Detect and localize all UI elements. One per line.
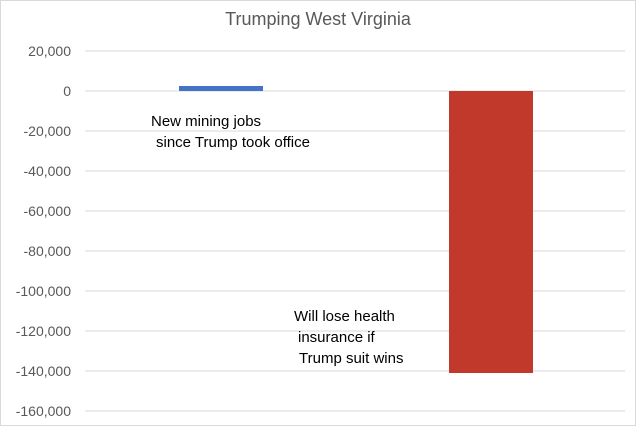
y-tick-label: -160,000 xyxy=(16,403,71,419)
y-tick-label: -100,000 xyxy=(16,283,71,299)
bar xyxy=(449,91,533,373)
y-tick-label: -40,000 xyxy=(24,163,72,179)
y-tick-label: -80,000 xyxy=(24,243,72,259)
annotation-line: New mining jobs xyxy=(151,113,261,130)
bar xyxy=(179,86,263,91)
y-tick-label: 0 xyxy=(63,83,71,99)
y-tick-label: 20,000 xyxy=(28,43,71,59)
chart-title: Trumping West Virginia xyxy=(225,9,411,29)
annotation-line: insurance if xyxy=(298,329,376,346)
y-tick-label: -60,000 xyxy=(24,203,72,219)
annotation-line: since Trump took office xyxy=(156,134,310,151)
y-tick-label: -20,000 xyxy=(24,123,72,139)
y-tick-label: -120,000 xyxy=(16,323,71,339)
annotation-line: Will lose health xyxy=(294,308,395,325)
y-tick-label: -140,000 xyxy=(16,363,71,379)
annotation-line: Trump suit wins xyxy=(299,350,403,367)
